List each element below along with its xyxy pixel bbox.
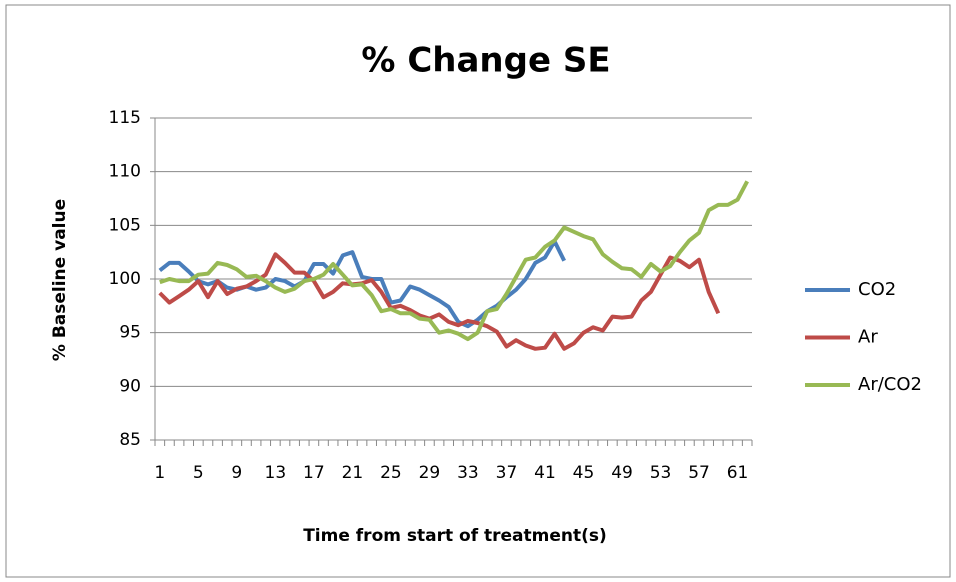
- x-tick-label: 61: [727, 463, 749, 483]
- chart-title: % Change SE: [361, 41, 610, 81]
- y-tick-label: 85: [119, 430, 141, 450]
- y-tick-label: 90: [119, 376, 141, 396]
- x-tick-label: 49: [611, 463, 633, 483]
- x-tick-label: 53: [650, 463, 672, 483]
- x-tick-label: 21: [342, 463, 364, 483]
- x-tick-label: 13: [265, 463, 287, 483]
- legend-label: Ar/CO2: [858, 374, 922, 395]
- series-line: [158, 252, 721, 351]
- y-axis-label: % Baseline value: [50, 199, 70, 361]
- x-tick-label: 29: [419, 463, 441, 483]
- chart-border: [5, 4, 951, 578]
- y-tick-label: 105: [109, 215, 141, 235]
- series-line: [159, 180, 749, 342]
- x-tick-label: 17: [303, 463, 325, 483]
- y-tick-label: 100: [109, 269, 141, 289]
- x-tick-label: 9: [231, 463, 242, 483]
- x-tick-label: 45: [573, 463, 595, 483]
- y-tick-label: 95: [119, 323, 141, 343]
- legend-label: CO2: [858, 279, 896, 300]
- x-tick-label: 33: [457, 463, 479, 483]
- x-tick-label: 57: [688, 463, 710, 483]
- x-tick-label: 1: [154, 463, 165, 483]
- x-tick-label: 5: [193, 463, 204, 483]
- legend-label: Ar: [858, 327, 878, 348]
- x-tick-label: 41: [534, 463, 556, 483]
- x-tick-label: 25: [380, 463, 402, 483]
- x-tick-label: 37: [496, 463, 518, 483]
- y-tick-label: 110: [109, 162, 141, 182]
- y-tick-label: 115: [109, 108, 141, 128]
- x-axis-label: Time from start of treatment(s): [303, 526, 607, 546]
